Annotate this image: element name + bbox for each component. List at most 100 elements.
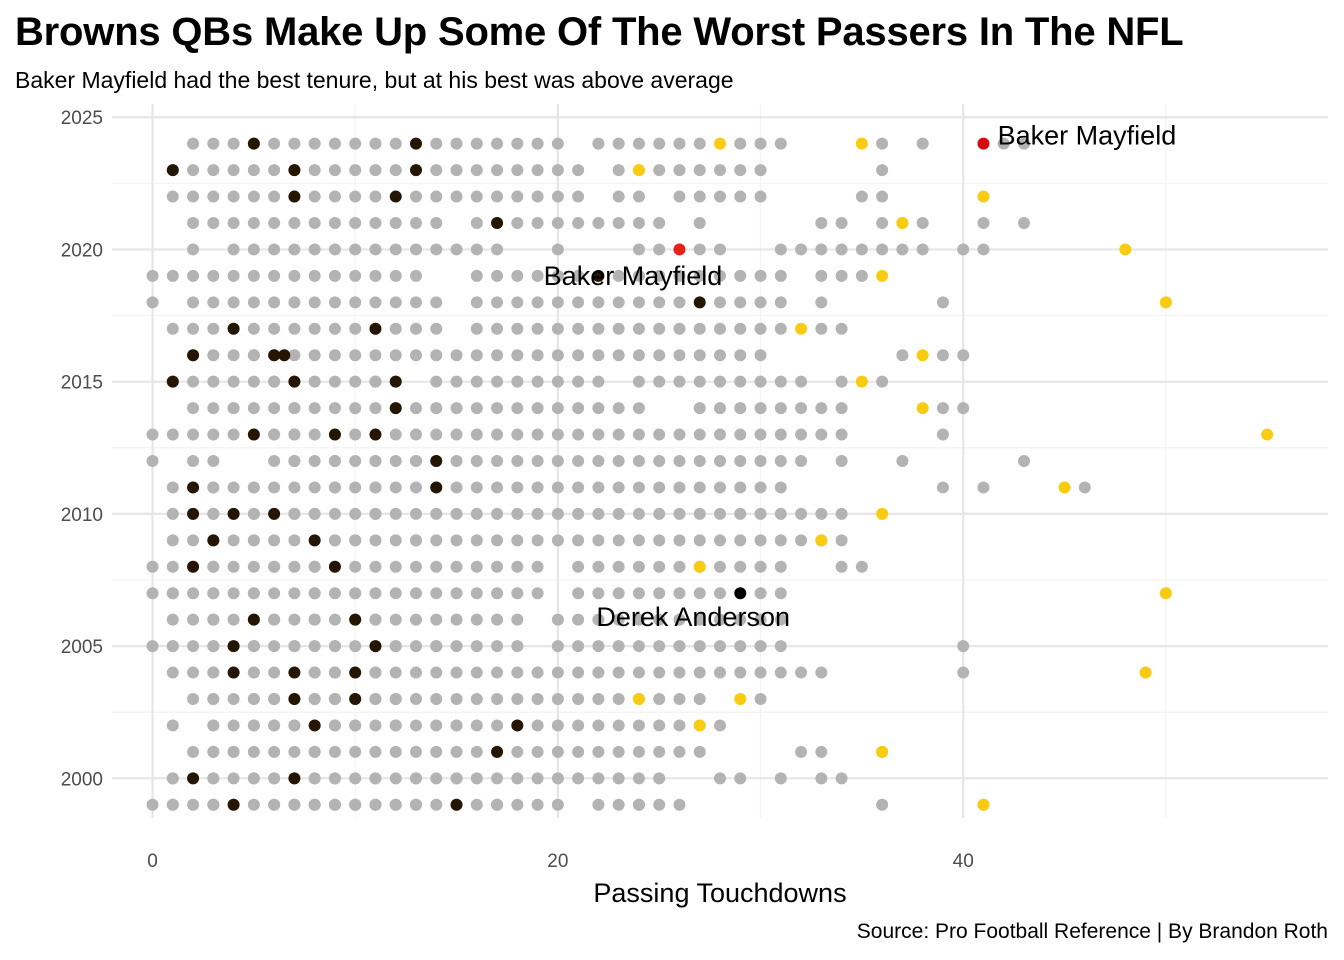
data-point — [653, 137, 666, 150]
data-point — [288, 640, 301, 653]
data-point — [795, 322, 808, 335]
data-point — [389, 428, 402, 441]
data-point — [227, 137, 240, 150]
data-point — [227, 269, 240, 282]
data-point — [227, 481, 240, 494]
data-point — [430, 349, 443, 362]
data-point — [288, 455, 301, 467]
data-point — [632, 693, 645, 705]
data-point — [815, 507, 828, 520]
data-point — [612, 666, 625, 679]
data-point — [349, 322, 362, 335]
data-point — [166, 666, 179, 679]
data-point — [632, 296, 645, 309]
data-point — [673, 455, 686, 467]
data-point — [551, 296, 564, 309]
data-point — [977, 137, 990, 150]
data-point — [166, 640, 179, 653]
data-point — [714, 534, 726, 547]
data-point — [328, 269, 341, 282]
data-point — [693, 375, 706, 388]
data-point — [470, 719, 483, 732]
data-point — [369, 269, 382, 282]
data-point — [247, 481, 260, 494]
data-point — [916, 402, 929, 415]
data-point — [693, 719, 706, 732]
data-point — [511, 296, 524, 309]
data-point — [308, 269, 321, 282]
data-point — [166, 164, 179, 177]
data-point — [531, 481, 544, 494]
data-point — [572, 455, 585, 467]
data-point — [410, 693, 422, 705]
data-point — [470, 798, 483, 811]
data-point — [815, 269, 828, 282]
data-point — [308, 190, 321, 203]
data-point — [1119, 243, 1132, 256]
data-point — [328, 217, 341, 229]
data-point — [714, 269, 726, 282]
data-point — [916, 217, 929, 229]
data-point — [754, 455, 767, 467]
data-point — [227, 587, 240, 600]
data-point — [268, 137, 281, 150]
data-point — [835, 375, 848, 388]
data-point — [166, 613, 179, 626]
data-point — [268, 164, 281, 177]
data-point — [207, 190, 220, 203]
data-point — [268, 243, 281, 256]
data-point — [187, 507, 200, 520]
data-point — [247, 164, 260, 177]
data-point — [977, 798, 990, 811]
data-point — [187, 190, 200, 203]
data-point — [855, 375, 868, 388]
data-point — [572, 587, 585, 600]
data-point — [673, 428, 686, 441]
data-point — [328, 745, 341, 758]
x-tick-label: 40 — [953, 851, 974, 872]
data-point — [187, 164, 200, 177]
data-point — [936, 481, 949, 494]
data-point — [308, 534, 321, 547]
data-point — [673, 745, 686, 758]
data-point — [876, 269, 889, 282]
data-point — [551, 137, 564, 150]
data-point — [531, 693, 544, 705]
data-point — [410, 587, 422, 600]
data-point — [754, 640, 767, 653]
data-point — [288, 772, 301, 785]
x-axis-label: Passing Touchdowns — [593, 878, 846, 908]
data-point — [511, 137, 524, 150]
data-point — [389, 322, 402, 335]
data-point — [491, 455, 504, 467]
data-point — [511, 560, 524, 573]
data-point — [754, 375, 767, 388]
data-point — [653, 798, 666, 811]
data-point — [734, 296, 747, 309]
data-point — [896, 455, 909, 467]
data-point — [207, 137, 220, 150]
x-tick-label: 20 — [547, 851, 568, 872]
data-point — [247, 322, 260, 335]
data-point — [470, 534, 483, 547]
data-point — [511, 613, 524, 626]
data-point — [693, 164, 706, 177]
data-point — [734, 349, 747, 362]
data-point — [572, 772, 585, 785]
data-point — [632, 164, 645, 177]
data-point — [835, 534, 848, 547]
data-point — [268, 798, 281, 811]
data-point — [572, 613, 585, 626]
data-point — [531, 772, 544, 785]
data-point — [450, 481, 463, 494]
data-point — [612, 719, 625, 732]
data-point — [450, 243, 463, 256]
data-point — [389, 455, 402, 467]
data-point — [531, 507, 544, 520]
data-point — [389, 719, 402, 732]
data-point — [693, 243, 706, 256]
data-point — [673, 534, 686, 547]
data-point — [531, 560, 544, 573]
data-point — [693, 507, 706, 520]
data-point — [268, 613, 281, 626]
